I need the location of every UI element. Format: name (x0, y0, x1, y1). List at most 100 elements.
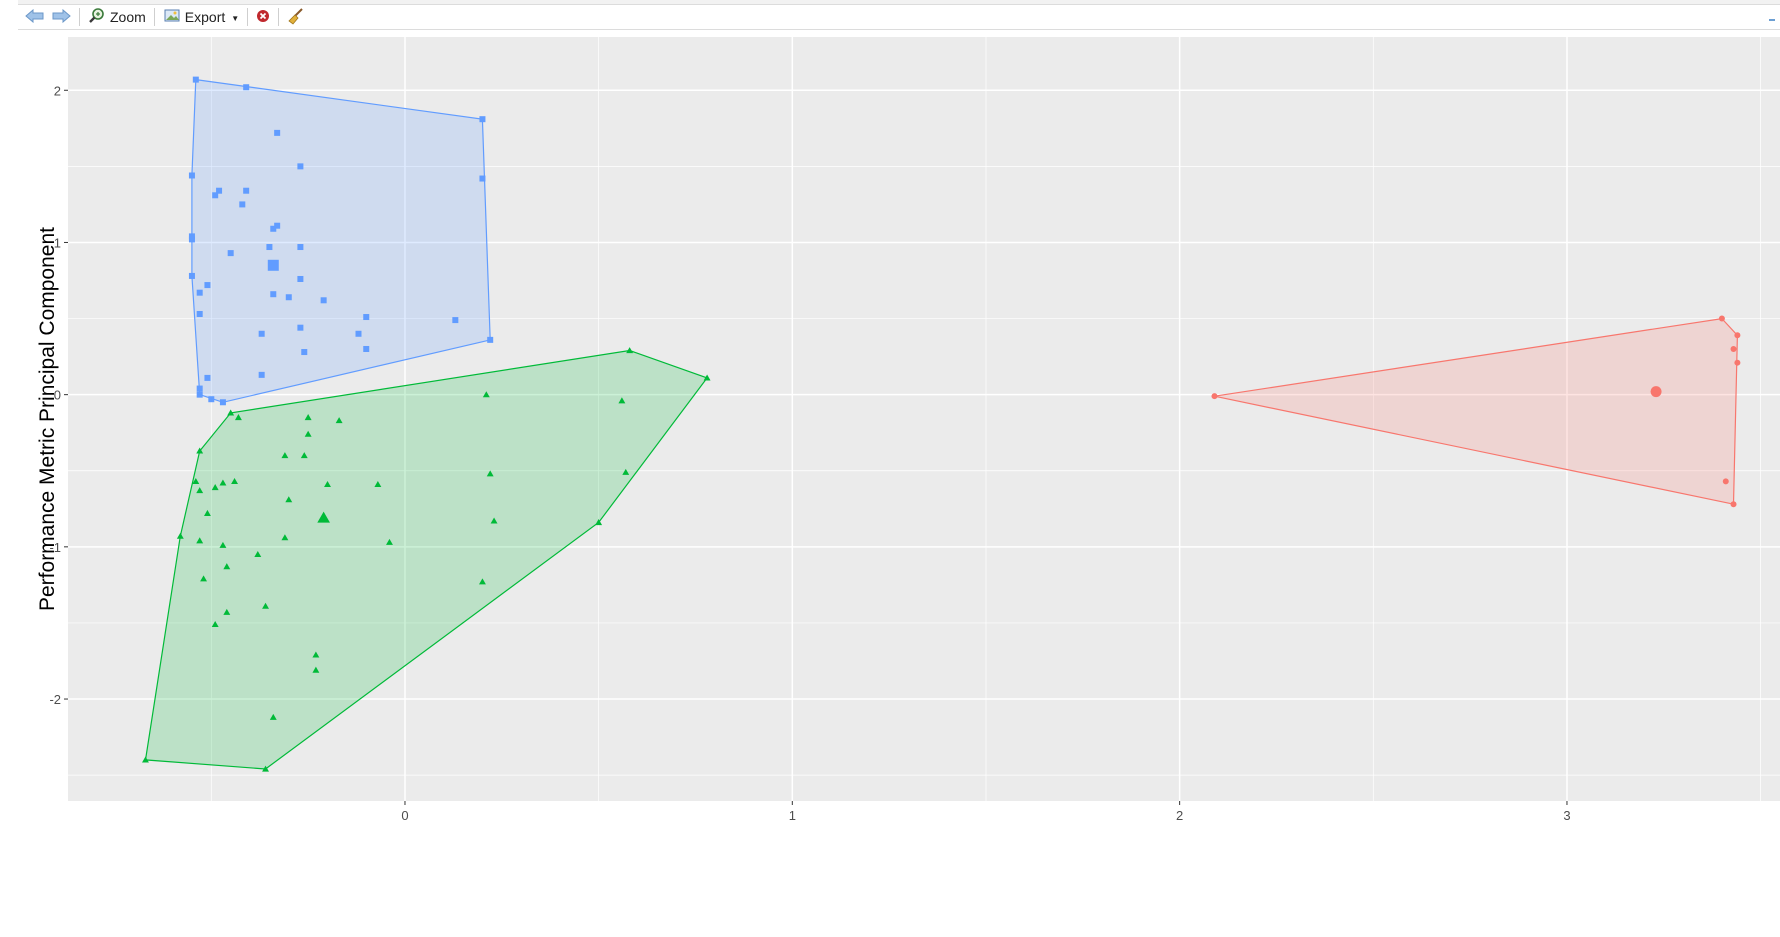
data-point-triangle (269, 713, 277, 720)
data-point-triangle (703, 374, 711, 381)
data-point-triangle (374, 480, 382, 488)
data-point-circle (1730, 501, 1737, 508)
zoom-label: Zoom (110, 9, 146, 25)
data-point-triangle (335, 417, 343, 424)
data-point-triangle (219, 479, 227, 486)
data-point-triangle (595, 519, 603, 526)
centroid-point-triangle (317, 511, 330, 523)
data-point-square (363, 345, 370, 352)
forward-button[interactable] (48, 6, 74, 28)
y-tick-label: 1 (54, 235, 61, 250)
back-button[interactable] (22, 6, 48, 28)
data-point-square (258, 371, 265, 378)
x-tick-label: 2 (1176, 808, 1183, 823)
data-point-triangle (223, 608, 231, 615)
magnifier-icon (88, 7, 106, 28)
data-point-square (452, 317, 459, 324)
data-point-square (239, 201, 246, 208)
broom-icon (287, 7, 305, 28)
data-point-triangle (324, 480, 331, 488)
data-point-circle (1718, 315, 1725, 322)
data-point-triangle (176, 532, 184, 539)
export-label: Export (184, 9, 226, 25)
data-point-square (487, 336, 494, 343)
data-point-triangle (622, 468, 630, 475)
data-point-square (274, 222, 281, 229)
data-point-circle (1734, 359, 1741, 366)
data-point-triangle (618, 397, 626, 404)
data-point-square (227, 250, 234, 257)
x-tick-label: 1 (789, 808, 796, 823)
data-point-triangle (227, 409, 235, 416)
data-point-square (196, 289, 203, 296)
axes: 0 1 2 3 -2 -1 0 1 2 (49, 83, 1570, 823)
data-point-square (320, 297, 327, 304)
pane-edge-marker (1768, 13, 1776, 27)
data-point-triangle (478, 578, 486, 585)
data-point-triangle (626, 347, 634, 354)
data-point-triangle (203, 509, 211, 516)
data-point-square (192, 76, 199, 83)
remove-plot-button[interactable] (253, 6, 273, 28)
data-point-triangle (304, 414, 312, 421)
data-point-square (212, 192, 219, 199)
data-point-square (285, 294, 292, 301)
x-tick-label: 3 (1563, 808, 1570, 823)
data-point-triangle (490, 517, 498, 524)
data-point-square (196, 391, 203, 398)
data-point-square (297, 163, 304, 170)
data-point-square (196, 310, 203, 317)
data-point-triangle (211, 484, 219, 491)
data-point-square (216, 187, 223, 194)
data-point-square (301, 349, 308, 356)
y-tick-label: -2 (49, 692, 61, 707)
toolbar-divider (278, 8, 280, 26)
data-point-square (208, 396, 215, 403)
left-sidebar-edge (0, 0, 19, 932)
plot-toolbar: Zoom Export ▼ (18, 5, 1780, 30)
data-point-triangle (234, 414, 242, 421)
data-point-triangle (482, 391, 490, 398)
data-point-square (188, 233, 195, 240)
toolbar-divider (153, 8, 155, 26)
data-point-triangle (196, 487, 204, 494)
y-tick-label: -1 (49, 540, 61, 555)
data-point-square (363, 314, 370, 321)
centroid-point-square (267, 259, 279, 271)
plot-panel-background (68, 37, 1780, 801)
data-point-square (188, 236, 195, 243)
data-point-square (479, 175, 486, 182)
data-point-triangle (231, 477, 239, 484)
data-point-triangle (262, 602, 269, 609)
data-points (142, 76, 1741, 772)
data-point-square (219, 399, 226, 406)
data-point-square (204, 374, 211, 381)
data-point-square (297, 275, 304, 282)
y-tick-label: 2 (54, 83, 61, 98)
data-point-triangle (200, 575, 208, 582)
data-point-square (297, 324, 304, 331)
close-circle-icon (256, 9, 270, 26)
export-menu-button[interactable]: Export ▼ (160, 6, 242, 28)
zoom-button[interactable]: Zoom (85, 6, 149, 28)
data-point-triangle (304, 430, 312, 437)
data-point-triangle (386, 538, 393, 545)
data-point-triangle (312, 651, 320, 658)
y-axis-label: Performance Metric Principal Component (36, 227, 59, 611)
data-point-square (355, 330, 362, 337)
data-point-square (188, 172, 195, 179)
data-point-triangle (211, 621, 219, 628)
x-tick-label: 0 (401, 808, 408, 823)
data-point-circle (1211, 393, 1218, 400)
data-point-circle (1734, 332, 1741, 339)
scatter-chart: 0 1 2 3 -2 -1 0 1 2 Performance Metric Principal… (36, 37, 1780, 823)
data-point-square (297, 244, 304, 251)
data-point-triangle (219, 541, 227, 548)
data-point-square (188, 272, 195, 279)
data-point-square (243, 84, 250, 91)
clear-plots-button[interactable] (284, 6, 308, 28)
data-point-square (266, 244, 273, 251)
data-point-square (243, 187, 250, 194)
major-gridlines (68, 37, 1780, 801)
data-point-triangle (281, 534, 289, 541)
